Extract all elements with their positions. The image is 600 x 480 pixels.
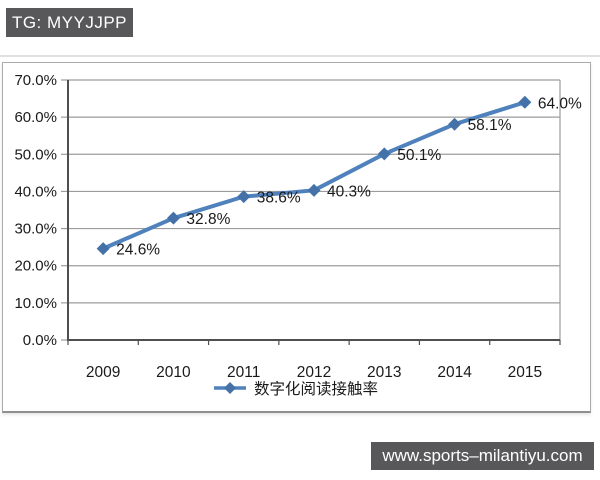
data-point-marker <box>96 242 110 256</box>
data-point-marker <box>166 211 180 225</box>
data-point-label: 50.1% <box>397 147 441 164</box>
x-axis-label: 2014 <box>437 364 472 381</box>
data-point-label: 32.8% <box>186 211 230 228</box>
x-axis-label: 2009 <box>86 364 120 381</box>
top-watermark-banner: TG: MYYJJPP <box>6 8 133 37</box>
y-axis-tick-label: 40.0% <box>14 183 57 200</box>
y-axis-tick-label: 70.0% <box>14 72 57 89</box>
bottom-watermark-banner: www.sports–milantiyu.com <box>371 442 594 470</box>
x-axis-label: 2010 <box>156 364 191 381</box>
y-axis-tick-label: 20.0% <box>14 258 57 275</box>
data-point-label: 58.1% <box>468 117 512 134</box>
x-axis-label: 2015 <box>508 364 542 381</box>
y-axis-tick-label: 60.0% <box>14 109 57 126</box>
data-point-marker <box>518 95 532 109</box>
legend-marker-diamond <box>224 382 236 394</box>
data-point-label: 40.3% <box>327 183 371 200</box>
data-point-marker <box>448 117 462 131</box>
data-point-marker <box>377 147 391 161</box>
data-point-label: 24.6% <box>116 242 160 259</box>
x-axis-label: 2011 <box>227 364 260 381</box>
y-axis-tick-label: 30.0% <box>14 221 57 238</box>
data-point-label: 38.6% <box>257 190 301 207</box>
legend-label: 数字化阅读接触率 <box>254 380 378 398</box>
section-divider <box>0 55 600 57</box>
y-axis-tick-label: 10.0% <box>14 295 57 312</box>
y-axis-tick-label: 50.0% <box>14 146 57 163</box>
data-point-marker <box>237 190 251 204</box>
x-axis-label: 2012 <box>297 364 331 381</box>
y-axis-tick-label: 0.0% <box>23 332 57 349</box>
data-point-marker <box>307 183 321 197</box>
chart-card: 0.0% 10.0% 20.0% 30.0% 40.0% 50.0% 60.0% 70.0% 2… <box>2 62 591 413</box>
digital-reading-rate-line-chart: 0.0% 10.0% 20.0% 30.0% 40.0% 50.0% 60.0% 70.0% 2… <box>14 72 582 398</box>
series-line <box>101 100 527 251</box>
x-axis-label: 2013 <box>367 364 401 381</box>
data-point-label: 64.0% <box>538 95 582 112</box>
